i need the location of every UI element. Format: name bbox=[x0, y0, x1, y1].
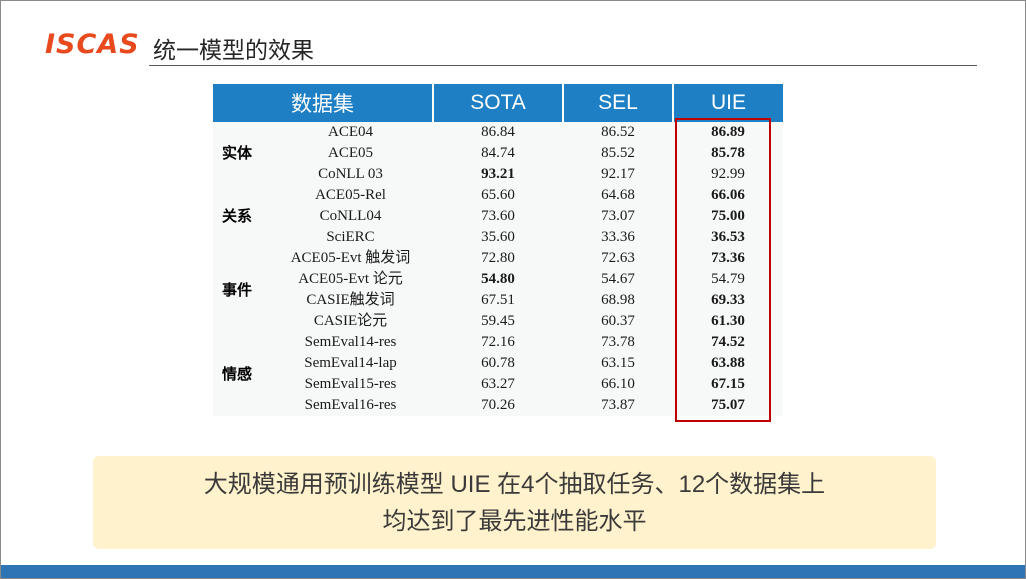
col-header-sel: SEL bbox=[562, 84, 673, 122]
table-header: 数据集 SOTA SEL UIE bbox=[213, 84, 783, 122]
table-row: ACE05-Evt 论元 54.80 54.67 54.79 bbox=[213, 269, 783, 290]
dataset-cell: SciERC bbox=[268, 227, 433, 248]
title-divider bbox=[149, 65, 977, 66]
sel-cell: 73.07 bbox=[563, 206, 673, 227]
table-row: CASIE触发词 67.51 68.98 69.33 bbox=[213, 290, 783, 311]
dataset-cell: SemEval15-res bbox=[268, 374, 433, 395]
footer-accent-bar bbox=[1, 565, 1025, 578]
dataset-cell: ACE05 bbox=[268, 143, 433, 164]
table-row: 实体 ACE04 86.84 86.52 86.89 bbox=[213, 122, 783, 185]
dataset-cell: CASIE论元 bbox=[268, 311, 433, 332]
uie-cell: 92.99 bbox=[673, 164, 783, 185]
dataset-cell: ACE05-Evt 论元 bbox=[268, 269, 433, 290]
sel-cell: 33.36 bbox=[563, 227, 673, 248]
sota-cell: 73.60 bbox=[433, 206, 563, 227]
sel-cell: 92.17 bbox=[563, 164, 673, 185]
sel-cell: 54.67 bbox=[563, 269, 673, 290]
dataset-cell: SemEval14-lap bbox=[268, 353, 433, 374]
col-header-sota: SOTA bbox=[432, 84, 563, 122]
sel-cell: 63.15 bbox=[563, 353, 673, 374]
table-row: CoNLL04 73.60 73.07 75.00 bbox=[213, 206, 783, 227]
sota-cell: 54.80 bbox=[433, 269, 563, 290]
sota-cell: 70.26 bbox=[433, 395, 563, 416]
sota-cell: 86.84 bbox=[433, 122, 563, 143]
dataset-cell: ACE05-Evt 触发词 bbox=[268, 248, 433, 269]
dataset-cell: SemEval16-res bbox=[268, 395, 433, 416]
dataset-cell: ACE04 bbox=[268, 122, 433, 143]
sel-cell: 73.78 bbox=[563, 332, 673, 353]
table-row: 情感 SemEval14-res 72.16 73.78 74.52 bbox=[213, 332, 783, 416]
sota-cell: 84.74 bbox=[433, 143, 563, 164]
conclusion-banner: 大规模通用预训练模型 UIE 在4个抽取任务、12个数据集上 均达到了最先进性能… bbox=[93, 456, 936, 549]
table-row: SemEval15-res 63.27 66.10 67.15 bbox=[213, 374, 783, 395]
results-table: 数据集 SOTA SEL UIE 实体 ACE04 86.84 86.52 86.89 A… bbox=[213, 84, 783, 416]
sota-cell: 63.27 bbox=[433, 374, 563, 395]
col-header-dataset: 数据集 bbox=[213, 84, 433, 122]
sel-cell: 64.68 bbox=[563, 185, 673, 206]
uie-cell: 86.89 bbox=[673, 122, 783, 143]
dataset-cell: ACE05-Rel bbox=[268, 185, 433, 206]
uie-cell: 85.78 bbox=[673, 143, 783, 164]
table-row: 事件 ACE05-Evt 触发词 72.80 72.63 73.36 bbox=[213, 248, 783, 332]
table-row: CoNLL 03 93.21 92.17 92.99 bbox=[213, 164, 783, 185]
sel-cell: 85.52 bbox=[563, 143, 673, 164]
uie-cell: 61.30 bbox=[673, 311, 783, 332]
table-body: 实体 ACE04 86.84 86.52 86.89 ACE05 84.74 85.52 85.… bbox=[213, 122, 783, 416]
banner-line-2: 均达到了最先进性能水平 bbox=[382, 508, 647, 535]
uie-cell: 67.15 bbox=[673, 374, 783, 395]
task-category-cell: 关系 bbox=[213, 185, 268, 248]
sota-cell: 35.60 bbox=[433, 227, 563, 248]
uie-cell: 73.36 bbox=[673, 248, 783, 269]
dataset-cell: CoNLL04 bbox=[268, 206, 433, 227]
table-row: SciERC 35.60 33.36 36.53 bbox=[213, 227, 783, 248]
uie-cell: 75.07 bbox=[673, 395, 783, 416]
task-category-cell: 实体 bbox=[213, 122, 268, 185]
sel-cell: 73.87 bbox=[563, 395, 673, 416]
dataset-cell: SemEval14-res bbox=[268, 332, 433, 353]
sota-cell: 65.60 bbox=[433, 185, 563, 206]
sota-cell: 67.51 bbox=[433, 290, 563, 311]
sel-cell: 60.37 bbox=[563, 311, 673, 332]
sel-cell: 66.10 bbox=[563, 374, 673, 395]
task-category-cell: 情感 bbox=[213, 332, 268, 416]
table-row: 关系 ACE05-Rel 65.60 64.68 66.06 bbox=[213, 185, 783, 248]
sota-cell: 60.78 bbox=[433, 353, 563, 374]
uie-cell: 75.00 bbox=[673, 206, 783, 227]
sota-cell: 59.45 bbox=[433, 311, 563, 332]
results-table-container: 数据集 SOTA SEL UIE 实体 ACE04 86.84 86.52 86.89 A… bbox=[213, 84, 783, 422]
sel-cell: 68.98 bbox=[563, 290, 673, 311]
dataset-cell: CASIE触发词 bbox=[268, 290, 433, 311]
page-title: 统一模型的效果 bbox=[153, 37, 314, 63]
table-row: SemEval14-lap 60.78 63.15 63.88 bbox=[213, 353, 783, 374]
banner-line-1: 大规模通用预训练模型 UIE 在4个抽取任务、12个数据集上 bbox=[203, 471, 826, 498]
table-row: CASIE论元 59.45 60.37 61.30 bbox=[213, 311, 783, 332]
uie-cell: 63.88 bbox=[673, 353, 783, 374]
uie-cell: 54.79 bbox=[673, 269, 783, 290]
sota-cell: 93.21 bbox=[433, 164, 563, 185]
sota-cell: 72.16 bbox=[433, 332, 563, 353]
table-row: SemEval16-res 70.26 73.87 75.07 bbox=[213, 395, 783, 416]
sota-cell: 72.80 bbox=[433, 248, 563, 269]
sel-cell: 86.52 bbox=[563, 122, 673, 143]
uie-cell: 74.52 bbox=[673, 332, 783, 353]
dataset-cell: CoNLL 03 bbox=[268, 164, 433, 185]
uie-cell: 69.33 bbox=[673, 290, 783, 311]
iscas-logo: ISCAS bbox=[45, 29, 140, 60]
uie-cell: 36.53 bbox=[673, 227, 783, 248]
table-row: ACE05 84.74 85.52 85.78 bbox=[213, 143, 783, 164]
uie-cell: 66.06 bbox=[673, 185, 783, 206]
sel-cell: 72.63 bbox=[563, 248, 673, 269]
col-header-uie: UIE bbox=[672, 84, 783, 122]
task-category-cell: 事件 bbox=[213, 248, 268, 332]
